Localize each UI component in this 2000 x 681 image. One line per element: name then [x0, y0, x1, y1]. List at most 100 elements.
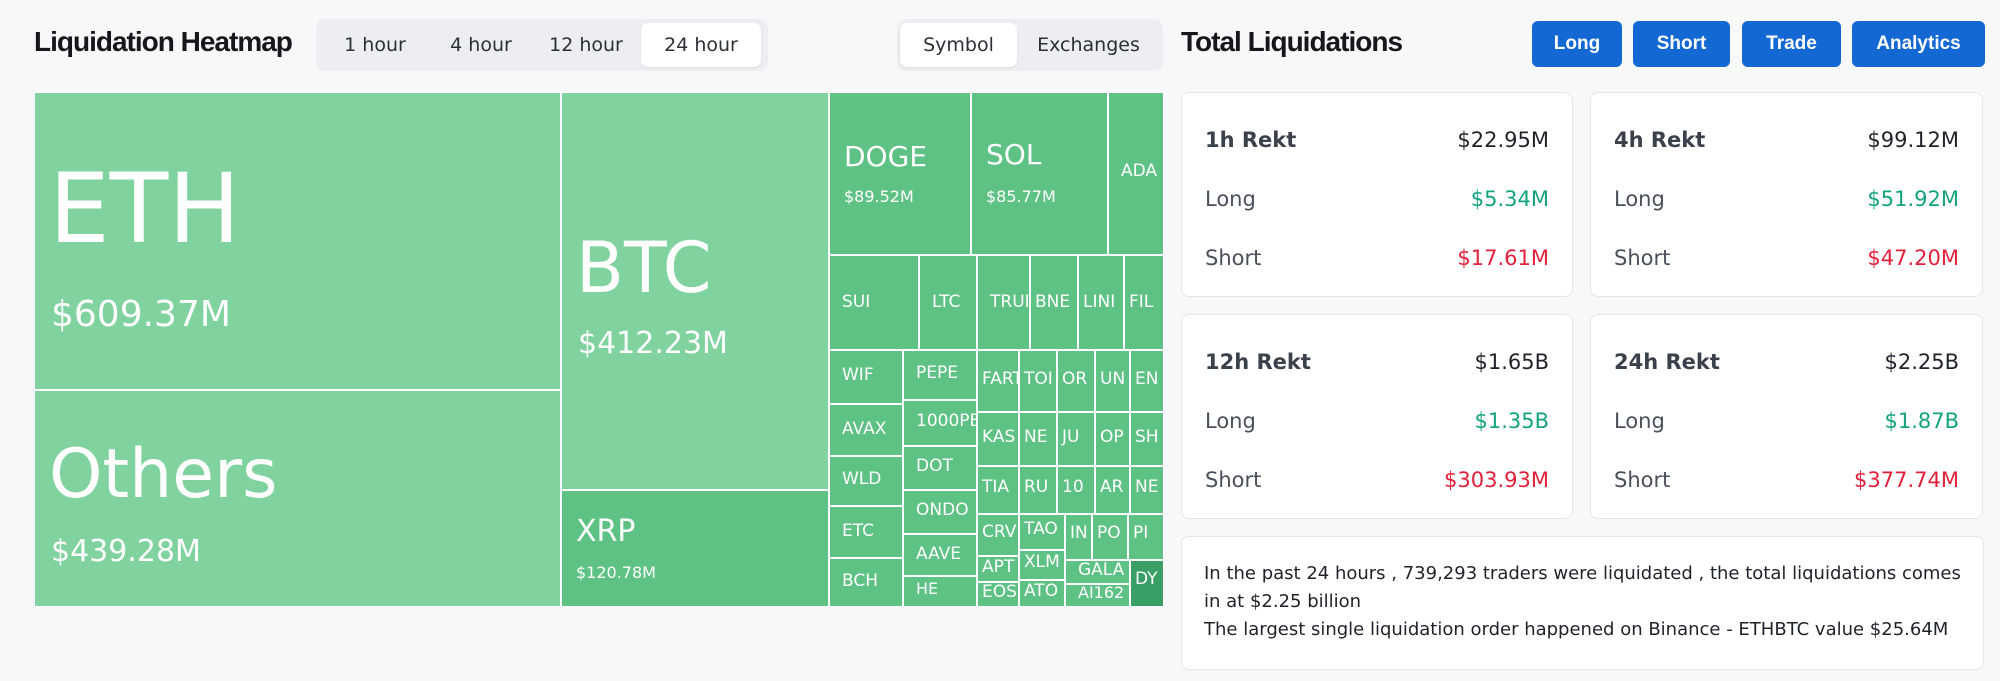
cell-value: $609.37M: [51, 294, 231, 335]
treemap-cell-ar[interactable]: AR: [1095, 466, 1130, 514]
analytics-button[interactable]: Analytics: [1852, 21, 1985, 67]
treemap-cell-eth[interactable]: ETH $609.37M: [34, 92, 561, 390]
cell-symbol: AI162: [1078, 584, 1125, 602]
treemap-cell-tia[interactable]: TIA: [977, 466, 1019, 514]
cell-symbol: SOL: [986, 138, 1042, 171]
cell-value: $85.77M: [986, 187, 1056, 206]
treemap-cell-sui[interactable]: SUI: [829, 255, 919, 350]
cell-symbol: EN: [1135, 369, 1159, 389]
treemap-cell-lini[interactable]: LINI: [1078, 255, 1124, 350]
cell-symbol: NE: [1135, 477, 1159, 497]
treemap-cell-avax[interactable]: AVAX: [829, 404, 903, 456]
tab-exchanges[interactable]: Exchanges: [1037, 34, 1140, 56]
treemap-cell-pepe[interactable]: PEPE: [903, 350, 977, 400]
treemap-cell-others[interactable]: Others $439.28M: [34, 390, 561, 607]
treemap-cell-ju[interactable]: JU: [1057, 412, 1095, 466]
treemap-cell-crv[interactable]: CRV: [977, 514, 1019, 556]
treemap-cell-trui[interactable]: TRUI: [977, 255, 1030, 350]
liquidation-summary: In the past 24 hours , 739,293 traders w…: [1181, 536, 1984, 670]
cell-symbol: LINI: [1083, 292, 1116, 312]
short-button[interactable]: Short: [1633, 21, 1730, 67]
cell-symbol: KAS: [982, 427, 1016, 447]
treemap-cell-fil[interactable]: FIL: [1124, 255, 1164, 350]
treemap-cell-apt[interactable]: APT: [977, 556, 1019, 582]
treemap-cell-op[interactable]: OP: [1095, 412, 1130, 466]
tab-24-hour[interactable]: 24 hour: [641, 23, 761, 67]
treemap-cell-fartco[interactable]: FARTCO: [977, 350, 1019, 412]
treemap-cell-doge[interactable]: DOGE $89.52M: [829, 92, 971, 255]
treemap-cell-dy[interactable]: DY: [1130, 560, 1164, 607]
treemap-cell-un[interactable]: UN: [1095, 350, 1130, 412]
treemap-cell-eos[interactable]: EOS: [977, 582, 1019, 607]
treemap-cell-wif[interactable]: WIF: [829, 350, 903, 404]
cell-symbol: TIA: [982, 477, 1010, 497]
time-range-tabs: 1 hour 4 hour 12 hour 24 hour: [316, 19, 768, 71]
treemap-cell-tao[interactable]: TAO: [1019, 514, 1065, 550]
treemap-cell-ondo[interactable]: ONDO: [903, 490, 977, 534]
heatmap-title: Liquidation Heatmap: [34, 26, 293, 57]
cell-symbol: ATO: [1024, 581, 1059, 601]
card-total: $1.65B: [1474, 350, 1549, 374]
rekt-card-24h: 24h Rekt $2.25B Long $1.87B Short $377.74M: [1590, 314, 1983, 519]
treemap-cell-sol[interactable]: SOL $85.77M: [971, 92, 1108, 255]
cell-symbol: BCH: [842, 571, 879, 591]
treemap-cell-ato[interactable]: ATO: [1019, 580, 1065, 607]
cell-symbol: EOS: [982, 582, 1017, 602]
long-amount: $1.87B: [1884, 409, 1959, 433]
treemap-cell-ne[interactable]: NE: [1019, 412, 1057, 466]
treemap-cell-gala[interactable]: GALA: [1065, 560, 1130, 584]
treemap-cell-xrp[interactable]: XRP $120.78M: [561, 490, 829, 607]
cell-symbol: TRUI: [990, 292, 1030, 312]
card-label: 12h Rekt: [1205, 350, 1311, 374]
cell-symbol: HE: [916, 579, 939, 598]
treemap-cell-ne[interactable]: NE: [1130, 466, 1164, 514]
tab-1-hour[interactable]: 1 hour: [344, 34, 406, 56]
cell-symbol: DY: [1135, 569, 1158, 589]
cell-value: $120.78M: [576, 563, 656, 582]
treemap-cell-sh[interactable]: SH: [1130, 412, 1164, 466]
treemap-cell-bch[interactable]: BCH: [829, 558, 903, 607]
treemap-cell-aave[interactable]: AAVE: [903, 534, 977, 576]
treemap-cell-ai162[interactable]: AI162: [1065, 584, 1130, 607]
card-total: $2.25B: [1884, 350, 1959, 374]
tab-symbol[interactable]: Symbol: [900, 23, 1017, 67]
short-label: Short: [1205, 246, 1262, 270]
tab-12-hour[interactable]: 12 hour: [549, 34, 623, 56]
long-amount: $51.92M: [1867, 187, 1959, 211]
long-button[interactable]: Long: [1532, 21, 1622, 67]
treemap-cell-dot[interactable]: DOT: [903, 446, 977, 490]
cell-symbol: RU: [1024, 477, 1049, 497]
treemap-cell-ltc[interactable]: LTC: [919, 255, 977, 350]
treemap-cell-kas[interactable]: KAS: [977, 412, 1019, 466]
view-mode-tabs: Symbol Exchanges: [897, 19, 1163, 71]
trade-button[interactable]: Trade: [1742, 21, 1841, 67]
treemap-cell-or[interactable]: OR: [1057, 350, 1095, 412]
treemap-cell-bne[interactable]: BNE: [1030, 255, 1078, 350]
treemap-cell-toi[interactable]: TOI: [1019, 350, 1057, 412]
cell-symbol: ADA: [1121, 161, 1158, 181]
treemap-cell-ru[interactable]: RU: [1019, 466, 1057, 514]
card-total: $99.12M: [1867, 128, 1959, 152]
treemap-cell-xlm[interactable]: XLM: [1019, 550, 1065, 580]
treemap-cell-wld[interactable]: WLD: [829, 456, 903, 506]
treemap-cell-btc[interactable]: BTC $412.23M: [561, 92, 829, 490]
tab-4-hour[interactable]: 4 hour: [450, 34, 512, 56]
cell-symbol: GALA: [1078, 560, 1125, 580]
treemap-cell-10[interactable]: 10: [1057, 466, 1095, 514]
cell-symbol: WIF: [842, 365, 874, 385]
treemap-cell-etc[interactable]: ETC: [829, 506, 903, 558]
treemap-cell-po[interactable]: PO: [1092, 514, 1128, 560]
cell-symbol: PO: [1097, 523, 1121, 543]
treemap-cell-in[interactable]: IN: [1065, 514, 1092, 560]
rekt-card-1h: 1h Rekt $22.95M Long $5.34M Short $17.61M: [1181, 92, 1573, 297]
cell-symbol: TAO: [1024, 519, 1058, 539]
treemap-cell-he[interactable]: HE: [903, 576, 977, 607]
treemap-cell-en[interactable]: EN: [1130, 350, 1164, 412]
treemap-cell-1000pe[interactable]: 1000PE: [903, 400, 977, 446]
rekt-card-4h: 4h Rekt $99.12M Long $51.92M Short $47.20M: [1590, 92, 1983, 297]
treemap-cell-ada[interactable]: ADA: [1108, 92, 1164, 255]
cell-symbol: APT: [982, 557, 1015, 577]
treemap-cell-pi[interactable]: PI: [1128, 514, 1164, 560]
cell-symbol: DOGE: [844, 140, 927, 173]
cell-symbol: FIL: [1129, 292, 1154, 312]
